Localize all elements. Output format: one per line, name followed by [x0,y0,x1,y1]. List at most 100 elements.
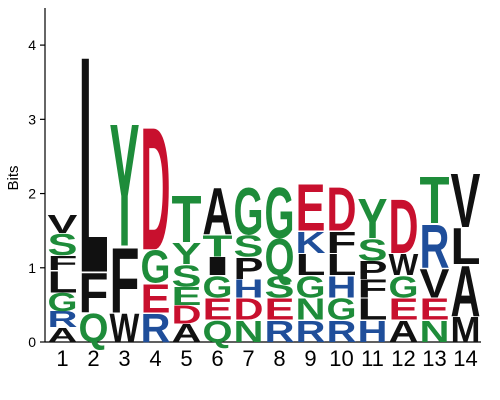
logo-letter: N [420,314,450,349]
logo-letter: S [234,229,264,263]
logo-letter: L [327,247,357,282]
logo-letter: H [358,314,388,349]
logo-letter: E [141,276,171,322]
logo-letter: Y [358,187,388,250]
y-tick-label: 3 [28,111,36,127]
logo-letter: E [172,282,202,311]
logo-letter: E [420,292,450,326]
x-tick-label: 13 [422,346,446,371]
x-tick-label: 10 [329,346,353,371]
logo-letter: W [110,305,140,351]
logo-letter: E [389,292,419,326]
logo-letter: G [234,174,264,249]
logo-letter: L [296,247,326,282]
logo-letter: E [296,171,326,246]
y-axis-label: Bits [5,165,22,190]
logo-letter: P [358,256,388,285]
logo-letter: G [265,174,295,254]
logo-letter: D [389,184,419,270]
x-tick-label: 11 [361,346,384,371]
logo-letter: L [79,0,109,337]
logo-letter: R [420,213,450,282]
logo-letter: G [296,270,326,305]
logo-letter: N [296,292,326,327]
logo-letter: S [172,259,202,293]
logo-letter: A [451,252,481,332]
logo-letter: W [389,247,419,282]
logo-letter: S [48,228,78,262]
logo-letter: D [234,292,264,327]
logo-letter: V [420,261,450,307]
logo-letter: Q [79,306,109,351]
logo-letter: T [203,229,233,264]
logo-letter: Q [203,315,233,350]
logo-letter: G [203,270,233,305]
logo-letter: I [203,252,233,281]
x-tick-label: 4 [149,346,161,371]
logo-letter: S [358,233,388,267]
logo-letter: G [141,241,171,293]
logo-letter: R [296,314,326,349]
logo-letter: V [451,158,481,244]
logo-letter: F [327,225,357,260]
logo-letter: R [265,314,295,349]
logo-letter: G [48,287,78,316]
x-tick-labels: 1 2 3 4 5 6 7 8 9 10 11 12 13 14 [56,346,477,371]
x-tick-label: 12 [391,346,415,371]
logo-letter: A [203,174,233,249]
logo-letter: R [48,308,78,333]
logo-letter: D [172,301,202,329]
logo-letter: F [358,275,388,303]
logo-letter: A [48,323,78,346]
logo-letter: K [296,225,327,260]
x-tick-label: 3 [118,346,130,371]
logo-letter: Y [172,237,202,271]
x-tick-label: 2 [87,346,99,371]
x-tick-label: 14 [453,346,477,371]
x-tick-label: 8 [273,346,285,371]
x-tick-label: 1 [56,346,68,371]
logo-letter: L [48,264,78,299]
y-tick-label: 1 [28,260,36,276]
logo-letter: H [234,275,264,303]
x-tick-label: 5 [180,346,192,371]
logo-letter: D [327,175,357,244]
logo-letter: R [141,305,171,351]
y-tick-label: 0 [28,334,36,350]
logo-letter: Y [110,88,140,284]
logo-letter: L [358,292,388,327]
logo-letter: P [234,252,264,286]
logo-letter: A [389,314,419,349]
logo-letter: E [203,292,233,326]
axes: 0 1 2 3 4 [28,8,481,350]
logo-letter: T [420,164,450,238]
y-tick-label: 2 [28,186,36,202]
logo-letter: S [265,270,295,304]
logo-letter: Q [265,229,295,287]
logo-letter: H [327,270,357,305]
logo-letter: T [172,182,202,256]
logo-letter: L [451,217,481,275]
y-tick-label: 4 [28,37,36,53]
x-tick-label: 7 [242,346,254,371]
logo-letter: A [172,320,202,348]
x-tick-label: 6 [211,346,223,371]
logo-letter: F [110,229,140,333]
logo-letter: R [327,314,357,349]
logo-column: WFY [110,88,140,351]
logo-letter: M [451,309,481,350]
logo-letter: F [48,251,78,274]
logo-letter: G [389,270,419,305]
